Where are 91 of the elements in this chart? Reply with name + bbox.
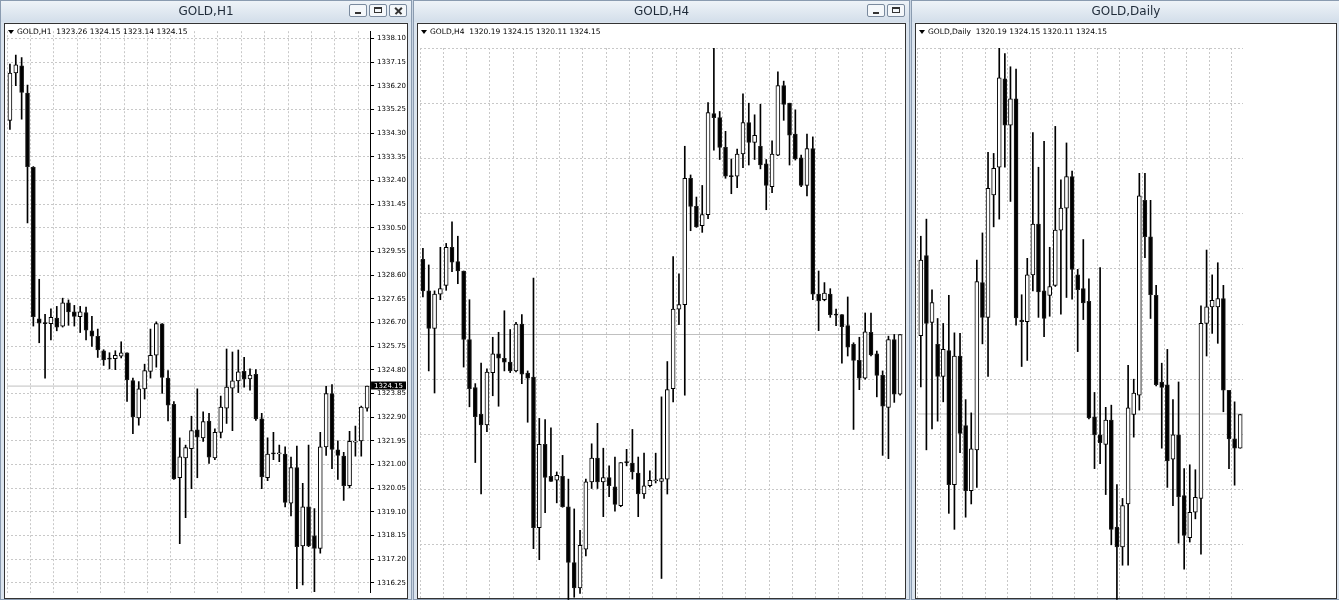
candlestick xyxy=(723,131,728,179)
chart-title: GOLD,H1 xyxy=(178,4,234,18)
candlestick xyxy=(347,431,352,489)
candlestick xyxy=(1193,469,1198,520)
candlestick xyxy=(224,348,229,424)
candlestick xyxy=(525,370,530,423)
candlestick xyxy=(1092,392,1097,469)
candlestick xyxy=(235,349,241,393)
candlestick xyxy=(963,399,968,518)
candlestick xyxy=(276,444,282,462)
candlestick xyxy=(664,361,670,495)
candlestick xyxy=(183,444,188,518)
candlestick xyxy=(496,331,501,407)
candlestick xyxy=(1036,166,1041,318)
candlestick xyxy=(589,443,594,489)
candlestick xyxy=(822,282,827,302)
candlestick xyxy=(1047,246,1053,317)
candlestick xyxy=(1176,381,1181,544)
candlestick xyxy=(630,429,635,480)
candlestick xyxy=(991,153,996,228)
candlestick xyxy=(699,185,705,233)
candlestick xyxy=(816,270,821,331)
candlestick xyxy=(1204,249,1209,357)
candlestick xyxy=(659,396,664,579)
candlestick xyxy=(694,196,699,228)
candlestick xyxy=(142,363,147,400)
candlestick xyxy=(560,455,565,508)
candlestick xyxy=(1232,401,1237,486)
candlestick xyxy=(1120,498,1125,566)
candlestick xyxy=(886,335,891,460)
candlestick xyxy=(1075,269,1081,352)
candlestick xyxy=(1064,142,1069,298)
candlestick xyxy=(230,351,235,431)
candlestick xyxy=(265,437,270,482)
candlestick xyxy=(312,508,317,592)
candlestick xyxy=(113,350,118,370)
candlestick xyxy=(107,352,112,370)
candlestick xyxy=(717,111,723,160)
candlestick xyxy=(25,84,30,224)
candlestick xyxy=(1080,239,1086,320)
candlestick xyxy=(89,316,95,347)
candlestick xyxy=(1215,262,1221,344)
candlestick xyxy=(566,478,571,600)
candlestick xyxy=(833,308,839,326)
candlestick xyxy=(653,452,659,484)
candlestick xyxy=(194,388,200,479)
candlestick xyxy=(793,109,798,161)
candlestick xyxy=(880,370,885,456)
candlestick xyxy=(60,297,65,328)
candlestick xyxy=(19,57,24,120)
candlestick xyxy=(438,246,443,301)
candlestick xyxy=(1221,285,1226,413)
candlestick xyxy=(857,336,862,391)
candlestick xyxy=(980,232,985,345)
candlestick xyxy=(461,270,466,368)
candlestick xyxy=(72,305,77,327)
candlestick xyxy=(688,174,693,232)
candlestick xyxy=(353,425,358,457)
candlestick xyxy=(787,102,792,166)
candlestick xyxy=(1108,404,1114,546)
candlestick xyxy=(554,471,560,504)
candlestick xyxy=(77,306,83,333)
candlestick xyxy=(531,277,536,549)
candlestick xyxy=(952,332,957,530)
candlestick xyxy=(1008,66,1013,202)
candlestick xyxy=(1148,200,1153,319)
candlestick xyxy=(455,235,461,285)
candlestick xyxy=(467,299,472,408)
chart-title: GOLD,Daily xyxy=(1091,4,1161,18)
candlestick xyxy=(851,342,856,430)
candlestick xyxy=(189,415,194,490)
candlestick xyxy=(758,103,763,170)
candlestick xyxy=(31,166,36,327)
candlestick xyxy=(507,329,513,373)
candlestick xyxy=(153,321,159,368)
candlestick xyxy=(1209,274,1215,334)
candlestick xyxy=(935,318,940,422)
candlestick xyxy=(66,299,71,326)
candlestick xyxy=(177,437,183,545)
candlestick xyxy=(101,349,106,366)
candlestick xyxy=(306,444,311,548)
candlestick xyxy=(924,218,929,451)
candlestick xyxy=(148,328,153,379)
candlestick xyxy=(1159,362,1165,449)
candlestick xyxy=(595,423,600,489)
candlestick xyxy=(752,114,757,160)
candlestick xyxy=(1165,349,1170,488)
candlestick xyxy=(271,432,276,460)
chart-title: GOLD,H4 xyxy=(633,4,690,18)
candlestick xyxy=(432,290,437,394)
candlestick xyxy=(600,447,606,517)
